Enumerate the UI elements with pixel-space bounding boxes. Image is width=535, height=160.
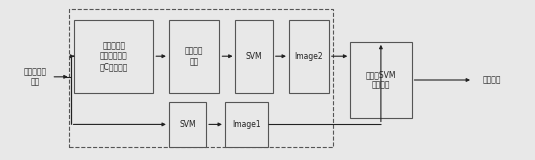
Text: 高光谱遥感
图像: 高光谱遥感 图像 <box>24 67 47 87</box>
Text: SVM: SVM <box>179 120 196 129</box>
Text: Image2: Image2 <box>295 52 323 61</box>
FancyBboxPatch shape <box>169 20 219 93</box>
Text: 分类结果: 分类结果 <box>483 76 501 84</box>
FancyBboxPatch shape <box>235 20 273 93</box>
Text: 聚类和SVM
协同框架: 聚类和SVM 协同框架 <box>365 70 396 90</box>
FancyBboxPatch shape <box>289 20 329 93</box>
Text: Image1: Image1 <box>232 120 261 129</box>
FancyBboxPatch shape <box>169 102 206 147</box>
FancyBboxPatch shape <box>74 20 154 93</box>
FancyBboxPatch shape <box>225 102 268 147</box>
FancyBboxPatch shape <box>350 42 411 118</box>
Text: SVM: SVM <box>246 52 263 61</box>
Text: 聚类指示
特征: 聚类指示 特征 <box>185 47 203 66</box>
Text: 光谱加权的
基于核函数模
糊C均值聚类: 光谱加权的 基于核函数模 糊C均值聚类 <box>100 41 128 71</box>
